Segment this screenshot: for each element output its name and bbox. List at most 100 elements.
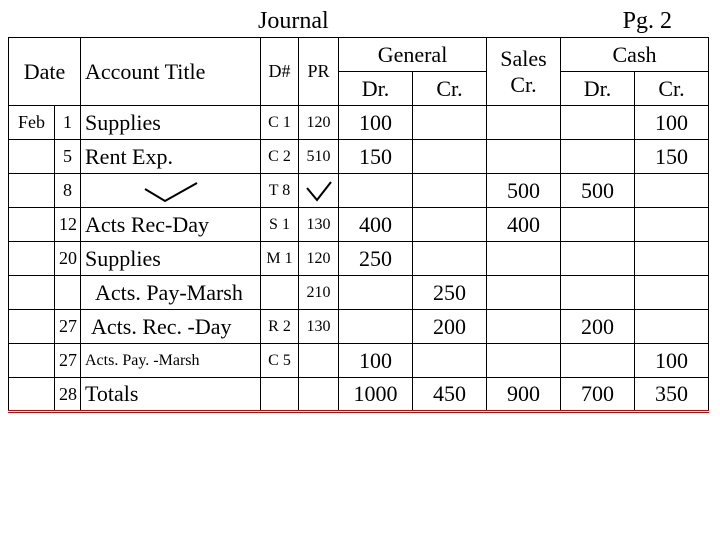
cell-gcr bbox=[413, 140, 487, 174]
cell-day: 12 bbox=[55, 208, 81, 242]
cell-cdr bbox=[561, 106, 635, 140]
cell-ccr: 100 bbox=[635, 344, 709, 378]
cell-ccr: 150 bbox=[635, 140, 709, 174]
cell-month bbox=[9, 378, 55, 412]
cell-day: 1 bbox=[55, 106, 81, 140]
cell-dn: C 2 bbox=[261, 140, 299, 174]
cell-pr bbox=[299, 378, 339, 412]
cell-day: 28 bbox=[55, 378, 81, 412]
cell-scr bbox=[487, 140, 561, 174]
cell-pr: 130 bbox=[299, 208, 339, 242]
cell-dn bbox=[261, 276, 299, 310]
cell-ccr bbox=[635, 174, 709, 208]
cell-pr: 120 bbox=[299, 242, 339, 276]
table-row: Feb 1 Supplies C 1 120 100 100 bbox=[9, 106, 709, 140]
col-ccr: Cr. bbox=[635, 72, 709, 106]
cell-day: 27 bbox=[55, 310, 81, 344]
cell-title: Supplies bbox=[81, 106, 261, 140]
col-pr: PR bbox=[299, 38, 339, 106]
journal-title: Journal bbox=[258, 8, 329, 35]
cell-ccr bbox=[635, 208, 709, 242]
cell-cdr bbox=[561, 140, 635, 174]
cell-dn: S 1 bbox=[261, 208, 299, 242]
table-row: 20 Supplies M 1 120 250 bbox=[9, 242, 709, 276]
cell-title: Acts. Pay-Marsh bbox=[81, 276, 261, 310]
page-number: Pg. 2 bbox=[623, 8, 672, 35]
cell-title: Totals bbox=[81, 378, 261, 412]
cell-title: Acts. Pay. -Marsh bbox=[81, 344, 261, 378]
cell-pr: 210 bbox=[299, 276, 339, 310]
cell-gdr bbox=[339, 276, 413, 310]
totals-row: 28 Totals 1000 450 900 700 350 bbox=[9, 378, 709, 412]
table-row: Acts. Pay-Marsh 210 250 bbox=[9, 276, 709, 310]
cell-gcr: 250 bbox=[413, 276, 487, 310]
cell-cdr bbox=[561, 344, 635, 378]
cell-month bbox=[9, 310, 55, 344]
cell-month bbox=[9, 174, 55, 208]
cell-gdr: 150 bbox=[339, 140, 413, 174]
table-row: 27 Acts. Rec. -Day R 2 130 200 200 bbox=[9, 310, 709, 344]
cell-scr: 900 bbox=[487, 378, 561, 412]
cell-title: Acts. Rec. -Day bbox=[81, 310, 261, 344]
cell-title: Acts Rec-Day bbox=[81, 208, 261, 242]
cell-month bbox=[9, 208, 55, 242]
table-row: 27 Acts. Pay. -Marsh C 5 100 100 bbox=[9, 344, 709, 378]
cell-pr: 130 bbox=[299, 310, 339, 344]
col-date: Date bbox=[9, 38, 81, 106]
cell-title: Supplies bbox=[81, 242, 261, 276]
cell-cdr: 700 bbox=[561, 378, 635, 412]
cell-month: Feb bbox=[9, 106, 55, 140]
cell-scr bbox=[487, 344, 561, 378]
cell-month bbox=[9, 276, 55, 310]
cell-cdr bbox=[561, 242, 635, 276]
cell-gcr bbox=[413, 344, 487, 378]
cell-day: 5 bbox=[55, 140, 81, 174]
cell-title: Rent Exp. bbox=[81, 140, 261, 174]
cell-pr: 120 bbox=[299, 106, 339, 140]
col-gcr: Cr. bbox=[413, 72, 487, 106]
cell-scr: 400 bbox=[487, 208, 561, 242]
cell-month bbox=[9, 344, 55, 378]
header-row-1: Date Account Title D# PR General SalesCr… bbox=[9, 38, 709, 72]
col-general: General bbox=[339, 38, 487, 72]
cell-gcr bbox=[413, 106, 487, 140]
cell-ccr: 350 bbox=[635, 378, 709, 412]
cell-gdr: 100 bbox=[339, 344, 413, 378]
col-gdr: Dr. bbox=[339, 72, 413, 106]
cell-gdr: 100 bbox=[339, 106, 413, 140]
journal-table: Date Account Title D# PR General SalesCr… bbox=[8, 37, 709, 413]
cell-dn bbox=[261, 378, 299, 412]
cell-gdr: 400 bbox=[339, 208, 413, 242]
cell-gdr bbox=[339, 174, 413, 208]
cell-gcr: 450 bbox=[413, 378, 487, 412]
col-dn: D# bbox=[261, 38, 299, 106]
cell-gcr bbox=[413, 174, 487, 208]
cell-cdr: 200 bbox=[561, 310, 635, 344]
cell-cdr: 500 bbox=[561, 174, 635, 208]
cell-dn: C 5 bbox=[261, 344, 299, 378]
cell-day bbox=[55, 276, 81, 310]
col-sales: SalesCr. bbox=[487, 38, 561, 106]
cell-day: 20 bbox=[55, 242, 81, 276]
checkmark-icon bbox=[81, 174, 261, 208]
cell-month bbox=[9, 242, 55, 276]
cell-dn: C 1 bbox=[261, 106, 299, 140]
cell-scr: 500 bbox=[487, 174, 561, 208]
cell-cdr bbox=[561, 208, 635, 242]
cell-cdr bbox=[561, 276, 635, 310]
cell-ccr bbox=[635, 242, 709, 276]
cell-gcr: 200 bbox=[413, 310, 487, 344]
cell-day: 27 bbox=[55, 344, 81, 378]
cell-scr bbox=[487, 242, 561, 276]
cell-scr bbox=[487, 106, 561, 140]
col-cash: Cash bbox=[561, 38, 709, 72]
cell-gcr bbox=[413, 242, 487, 276]
cell-gdr bbox=[339, 310, 413, 344]
cell-gdr: 1000 bbox=[339, 378, 413, 412]
cell-dn: R 2 bbox=[261, 310, 299, 344]
cell-gcr bbox=[413, 208, 487, 242]
cell-scr bbox=[487, 310, 561, 344]
cell-ccr bbox=[635, 310, 709, 344]
table-row: 5 Rent Exp. C 2 510 150 150 bbox=[9, 140, 709, 174]
cell-gdr: 250 bbox=[339, 242, 413, 276]
